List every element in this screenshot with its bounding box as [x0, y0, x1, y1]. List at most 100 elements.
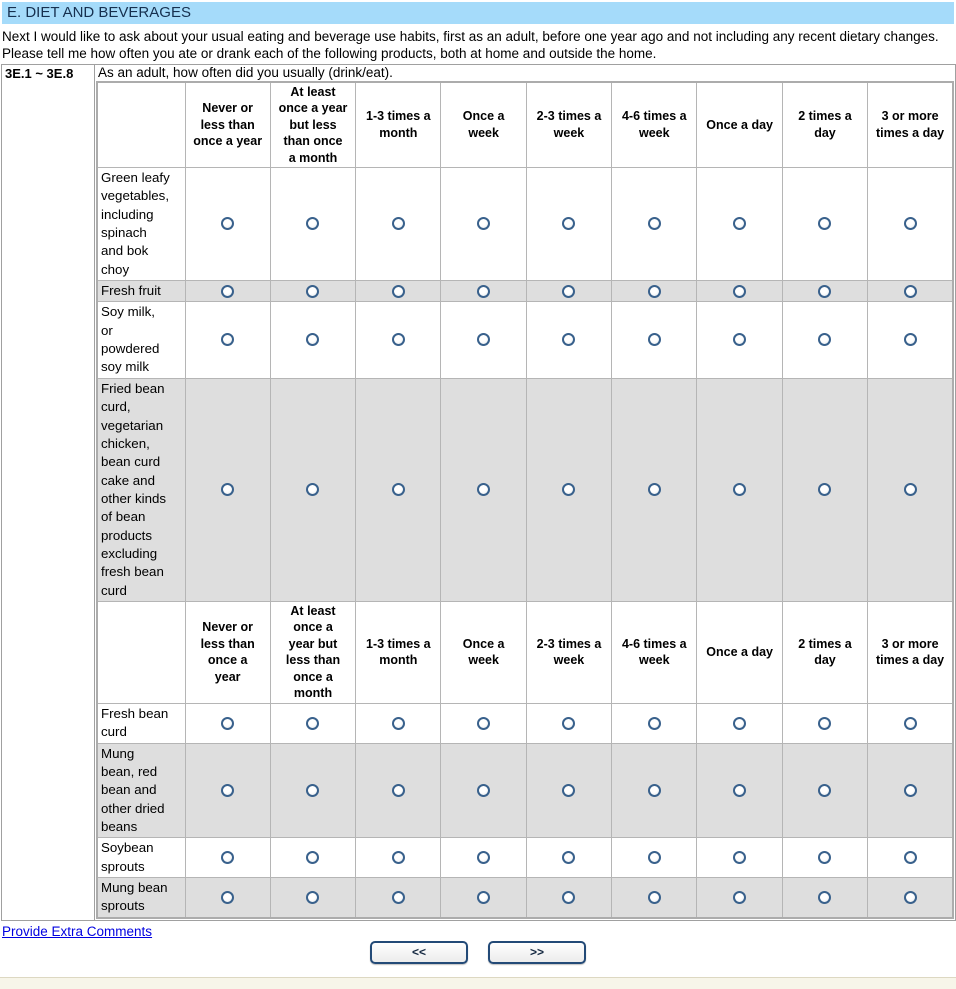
radio-cell[interactable]: [184, 837, 271, 879]
radio-cell[interactable]: [525, 167, 613, 282]
frequency-radio[interactable]: [903, 716, 917, 730]
radio-cell[interactable]: [525, 702, 613, 744]
radio-cell[interactable]: [781, 167, 869, 282]
frequency-radio[interactable]: [818, 333, 832, 347]
frequency-radio[interactable]: [391, 284, 405, 298]
frequency-radio[interactable]: [818, 716, 832, 730]
frequency-radio[interactable]: [733, 217, 747, 231]
frequency-radio[interactable]: [391, 483, 405, 497]
radio-cell[interactable]: [781, 280, 869, 303]
radio-cell[interactable]: [611, 301, 698, 379]
radio-cell[interactable]: [184, 877, 271, 919]
radio-cell[interactable]: [611, 167, 698, 282]
radio-cell[interactable]: [269, 167, 357, 282]
frequency-radio[interactable]: [306, 850, 320, 864]
frequency-radio[interactable]: [647, 284, 661, 298]
radio-cell[interactable]: [781, 702, 869, 744]
frequency-radio[interactable]: [306, 483, 320, 497]
radio-cell[interactable]: [781, 301, 869, 379]
radio-cell[interactable]: [269, 742, 357, 839]
frequency-radio[interactable]: [221, 217, 235, 231]
frequency-radio[interactable]: [562, 284, 576, 298]
radio-cell[interactable]: [355, 377, 442, 602]
frequency-radio[interactable]: [477, 850, 491, 864]
radio-cell[interactable]: [269, 702, 357, 744]
frequency-radio[interactable]: [477, 217, 491, 231]
radio-cell[interactable]: [440, 702, 527, 744]
frequency-radio[interactable]: [647, 483, 661, 497]
frequency-radio[interactable]: [733, 333, 747, 347]
frequency-radio[interactable]: [391, 783, 405, 797]
frequency-radio[interactable]: [306, 284, 320, 298]
frequency-radio[interactable]: [391, 890, 405, 904]
radio-cell[interactable]: [269, 280, 357, 303]
radio-cell[interactable]: [184, 702, 271, 744]
radio-cell[interactable]: [696, 702, 783, 744]
radio-cell[interactable]: [867, 377, 954, 602]
frequency-radio[interactable]: [647, 890, 661, 904]
frequency-radio[interactable]: [733, 716, 747, 730]
frequency-radio[interactable]: [647, 217, 661, 231]
radio-cell[interactable]: [781, 742, 869, 839]
frequency-radio[interactable]: [903, 850, 917, 864]
radio-cell[interactable]: [696, 377, 783, 602]
frequency-radio[interactable]: [733, 483, 747, 497]
radio-cell[interactable]: [355, 167, 442, 282]
radio-cell[interactable]: [867, 742, 954, 839]
radio-cell[interactable]: [696, 301, 783, 379]
frequency-radio[interactable]: [306, 783, 320, 797]
radio-cell[interactable]: [611, 877, 698, 919]
frequency-radio[interactable]: [477, 890, 491, 904]
frequency-radio[interactable]: [391, 333, 405, 347]
frequency-radio[interactable]: [221, 783, 235, 797]
frequency-radio[interactable]: [562, 783, 576, 797]
frequency-radio[interactable]: [477, 783, 491, 797]
frequency-radio[interactable]: [647, 783, 661, 797]
frequency-radio[interactable]: [733, 890, 747, 904]
frequency-radio[interactable]: [562, 716, 576, 730]
frequency-radio[interactable]: [477, 716, 491, 730]
radio-cell[interactable]: [867, 301, 954, 379]
radio-cell[interactable]: [525, 877, 613, 919]
frequency-radio[interactable]: [903, 890, 917, 904]
radio-cell[interactable]: [525, 377, 613, 602]
radio-cell[interactable]: [440, 167, 527, 282]
radio-cell[interactable]: [269, 877, 357, 919]
frequency-radio[interactable]: [818, 483, 832, 497]
radio-cell[interactable]: [525, 837, 613, 879]
frequency-radio[interactable]: [903, 217, 917, 231]
radio-cell[interactable]: [867, 877, 954, 919]
frequency-radio[interactable]: [647, 850, 661, 864]
frequency-radio[interactable]: [477, 333, 491, 347]
radio-cell[interactable]: [440, 877, 527, 919]
radio-cell[interactable]: [184, 742, 271, 839]
radio-cell[interactable]: [781, 377, 869, 602]
radio-cell[interactable]: [611, 742, 698, 839]
next-button[interactable]: >>: [488, 940, 586, 964]
previous-button[interactable]: <<: [370, 940, 468, 964]
radio-cell[interactable]: [696, 742, 783, 839]
frequency-radio[interactable]: [221, 716, 235, 730]
frequency-radio[interactable]: [477, 284, 491, 298]
frequency-radio[interactable]: [647, 716, 661, 730]
frequency-radio[interactable]: [221, 333, 235, 347]
frequency-radio[interactable]: [562, 850, 576, 864]
radio-cell[interactable]: [611, 837, 698, 879]
frequency-radio[interactable]: [306, 217, 320, 231]
frequency-radio[interactable]: [647, 333, 661, 347]
frequency-radio[interactable]: [818, 890, 832, 904]
radio-cell[interactable]: [781, 837, 869, 879]
frequency-radio[interactable]: [221, 890, 235, 904]
radio-cell[interactable]: [440, 377, 527, 602]
radio-cell[interactable]: [781, 877, 869, 919]
radio-cell[interactable]: [184, 280, 271, 303]
frequency-radio[interactable]: [562, 890, 576, 904]
radio-cell[interactable]: [611, 702, 698, 744]
radio-cell[interactable]: [525, 280, 613, 303]
radio-cell[interactable]: [696, 837, 783, 879]
frequency-radio[interactable]: [733, 284, 747, 298]
frequency-radio[interactable]: [391, 716, 405, 730]
radio-cell[interactable]: [440, 837, 527, 879]
radio-cell[interactable]: [355, 280, 442, 303]
radio-cell[interactable]: [269, 301, 357, 379]
